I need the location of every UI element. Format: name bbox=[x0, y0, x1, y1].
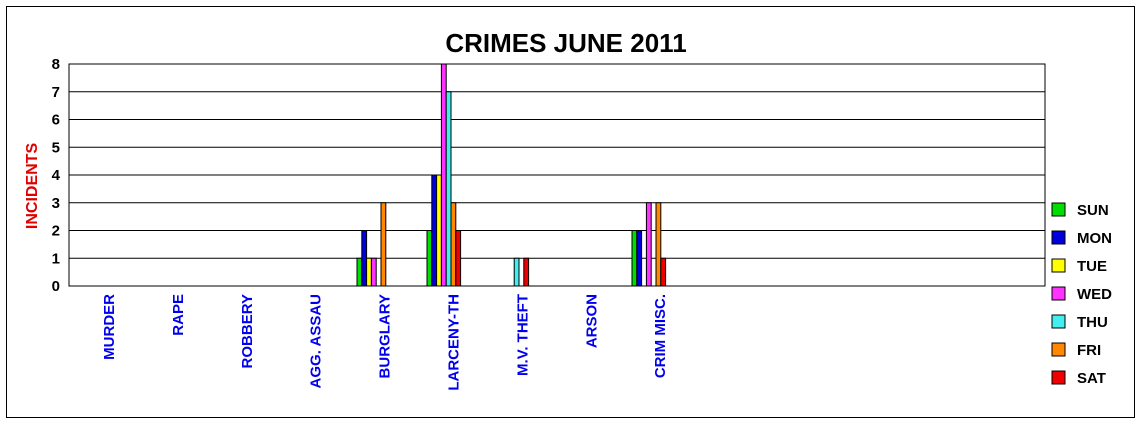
legend-swatch-wed bbox=[1051, 286, 1066, 301]
category-label-2: ROBBERY bbox=[239, 294, 256, 368]
y-tick-label-1: 1 bbox=[52, 250, 60, 267]
bar-wed-8 bbox=[645, 202, 652, 287]
bar-fri-5 bbox=[450, 202, 457, 287]
legend-swatch-sun bbox=[1051, 202, 1066, 217]
bar-mon-5 bbox=[431, 174, 438, 287]
y-tick-label-7: 7 bbox=[52, 84, 60, 101]
plot-area: 0 1 2 3 4 5 6 7 8 MURDER RAPE ROBBERY AGG. ASSAU BURG… bbox=[52, 56, 1046, 391]
y-tick-label-2: 2 bbox=[52, 223, 60, 240]
bar-wed-5 bbox=[440, 63, 447, 287]
bar-thu-6 bbox=[513, 257, 520, 287]
y-tick-label-4: 4 bbox=[52, 167, 61, 184]
legend-label-sun: SUN bbox=[1077, 202, 1109, 219]
bar-sat-8 bbox=[660, 257, 667, 287]
bar-sun-4 bbox=[356, 257, 363, 287]
bar-sat-5 bbox=[455, 230, 462, 287]
legend-label-thu: THU bbox=[1077, 314, 1108, 331]
bar-thu-5 bbox=[445, 91, 452, 287]
legend-swatch-sat bbox=[1051, 370, 1066, 385]
bar-sun-8 bbox=[631, 230, 638, 287]
category-label-3: AGG. ASSAU bbox=[308, 294, 325, 388]
bar-tue-5 bbox=[436, 174, 442, 287]
y-axis-label: INCIDENTS bbox=[24, 143, 41, 230]
plot-border bbox=[68, 63, 1046, 287]
bar-wed-4 bbox=[370, 257, 377, 287]
legend-label-wed: WED bbox=[1077, 286, 1112, 303]
y-tick-label-6: 6 bbox=[52, 112, 60, 129]
bar-fri-8 bbox=[655, 202, 662, 287]
bar-tue-4 bbox=[366, 257, 372, 287]
legend: SUN MON TUE WED THU FRI SAT bbox=[1051, 202, 1112, 387]
chart-title: CRIMES JUNE 2011 bbox=[445, 28, 686, 58]
category-label-1: RAPE bbox=[170, 294, 187, 336]
legend-swatch-mon bbox=[1051, 230, 1066, 245]
bar-sat-6 bbox=[523, 257, 530, 287]
y-tick-label-3: 3 bbox=[52, 195, 60, 212]
legend-label-fri: FRI bbox=[1077, 342, 1101, 359]
y-tick-label-5: 5 bbox=[52, 139, 60, 156]
legend-swatch-fri bbox=[1051, 342, 1066, 357]
legend-label-mon: MON bbox=[1077, 230, 1112, 247]
bar-sun-5 bbox=[426, 230, 433, 287]
bar-mon-8 bbox=[636, 230, 643, 287]
category-label-8: CRIM MISC. bbox=[652, 294, 669, 378]
legend-swatch-tue bbox=[1051, 258, 1066, 273]
category-label-5: LARCENY-TH bbox=[446, 294, 463, 391]
bar-mon-4 bbox=[361, 230, 368, 287]
y-tick-label-8: 8 bbox=[52, 56, 60, 73]
category-label-7: ARSON bbox=[583, 294, 600, 348]
category-label-4: BURGLARY bbox=[377, 294, 394, 378]
category-label-0: MURDER bbox=[101, 294, 118, 360]
legend-label-sat: SAT bbox=[1077, 370, 1106, 387]
category-label-6: M.V. THEFT bbox=[514, 294, 531, 376]
legend-label-tue: TUE bbox=[1077, 258, 1107, 275]
bar-fri-4 bbox=[380, 202, 387, 287]
legend-swatch-thu bbox=[1051, 314, 1066, 329]
y-tick-label-0: 0 bbox=[52, 278, 60, 295]
